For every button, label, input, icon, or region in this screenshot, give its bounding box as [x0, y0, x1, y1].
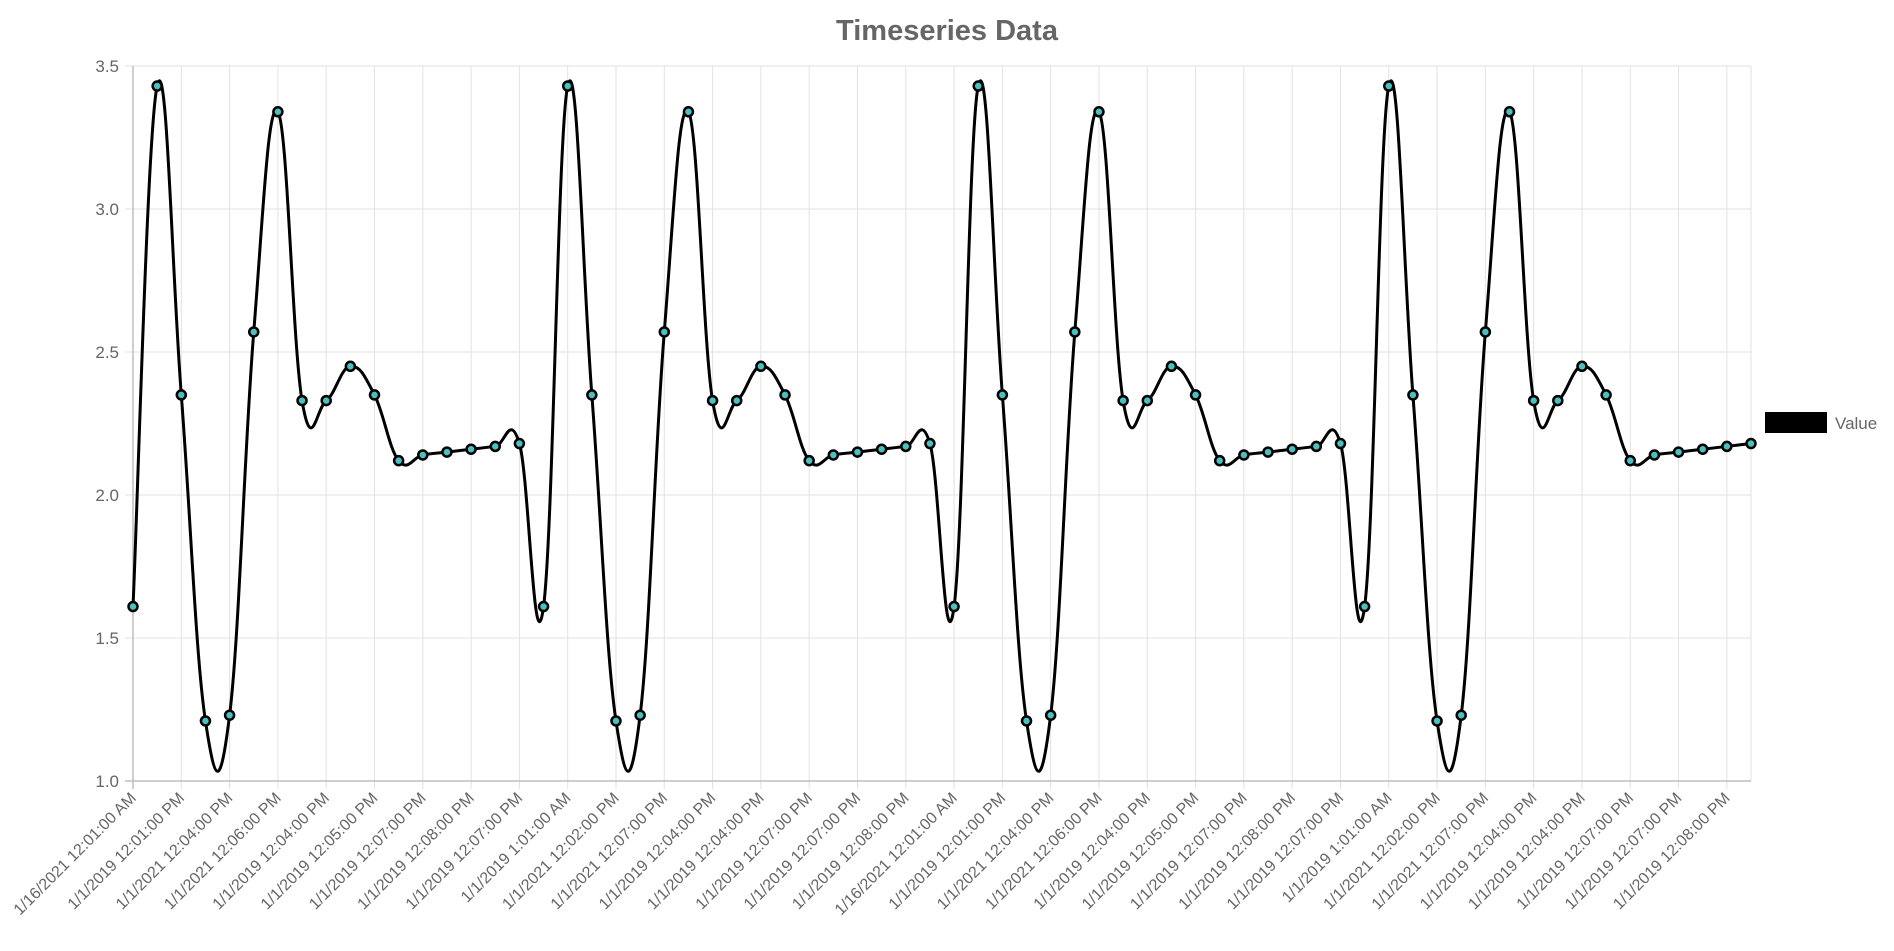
legend[interactable]: Value [1765, 412, 1877, 433]
data-point [247, 326, 260, 338]
axes [125, 66, 1751, 789]
data-point [1407, 389, 1419, 401]
data-point [392, 454, 405, 467]
data-point [586, 389, 598, 401]
data-point [1745, 437, 1757, 450]
data-point [1600, 389, 1612, 401]
data-point [706, 394, 719, 407]
data-point [199, 715, 212, 727]
data-point [730, 394, 743, 407]
data-point [948, 600, 960, 613]
y-tick-label: 1.0 [95, 772, 119, 791]
data-point [1479, 326, 1492, 338]
data-point [127, 600, 139, 613]
y-axis-tick-labels: 1.0 1.5 2.0 2.5 3.0 3.5 [95, 57, 119, 791]
data-point [1503, 106, 1516, 118]
data-point [1624, 454, 1637, 467]
data-point [1358, 600, 1371, 613]
y-tick-label: 1.5 [95, 629, 119, 648]
data-point [1696, 443, 1709, 455]
data-point [537, 600, 550, 613]
chart-title: Timeseries Data [836, 15, 1059, 47]
data-point [489, 440, 501, 453]
data-point [175, 389, 188, 401]
data-point [344, 360, 357, 373]
data-point [924, 437, 936, 450]
y-tick-label: 3.5 [95, 57, 119, 76]
y-tick-label: 3.0 [95, 200, 119, 219]
data-point [851, 446, 864, 458]
data-point [634, 709, 646, 721]
series-line-value [131, 79, 1752, 773]
data-point [875, 443, 888, 455]
legend-swatch-value [1765, 412, 1827, 433]
data-point [1020, 715, 1033, 727]
data-point [755, 360, 767, 373]
data-point [1552, 394, 1564, 407]
data-point [1117, 394, 1129, 407]
data-point [1527, 394, 1540, 407]
data-point [1262, 446, 1274, 458]
data-point [1334, 437, 1347, 450]
data-point [610, 715, 622, 727]
data-point [827, 449, 840, 461]
data-point [417, 449, 429, 461]
legend-label-value: Value [1835, 414, 1877, 433]
data-point [1044, 709, 1057, 721]
data-point [1165, 360, 1178, 373]
data-point [561, 80, 574, 92]
data-point [1455, 709, 1467, 721]
data-point [1093, 106, 1105, 118]
data-point [272, 106, 284, 118]
data-point [996, 389, 1009, 401]
data-point [972, 80, 984, 92]
data-point [900, 440, 912, 453]
data-point [296, 394, 308, 407]
data-point [803, 454, 815, 467]
data-point [1431, 715, 1443, 727]
data-point [1213, 454, 1226, 467]
data-point [368, 389, 381, 401]
data-points [127, 80, 1757, 727]
data-point [1286, 443, 1298, 455]
y-tick-label: 2.0 [95, 486, 119, 505]
data-point [779, 389, 791, 401]
data-point [1238, 449, 1250, 461]
data-point [1383, 80, 1395, 92]
grid-lines [125, 65, 1752, 789]
data-point [465, 443, 477, 455]
data-point [1141, 394, 1154, 407]
data-point [658, 326, 671, 338]
data-point [1310, 440, 1323, 453]
data-point [513, 437, 526, 450]
data-point [1721, 440, 1733, 453]
y-tick-label: 2.5 [95, 343, 119, 362]
data-point [1189, 389, 1202, 401]
data-point [320, 394, 332, 407]
data-point [151, 80, 163, 92]
data-point [441, 446, 453, 458]
data-point [682, 106, 695, 118]
data-point [223, 709, 236, 721]
data-point [1648, 449, 1661, 461]
data-point [1672, 446, 1685, 458]
x-axis-tick-labels: 1/16/2021 12:01:00 AM1/1/2019 12:01:00 P… [11, 790, 1734, 919]
data-point [1576, 360, 1588, 373]
data-point [1069, 326, 1081, 338]
